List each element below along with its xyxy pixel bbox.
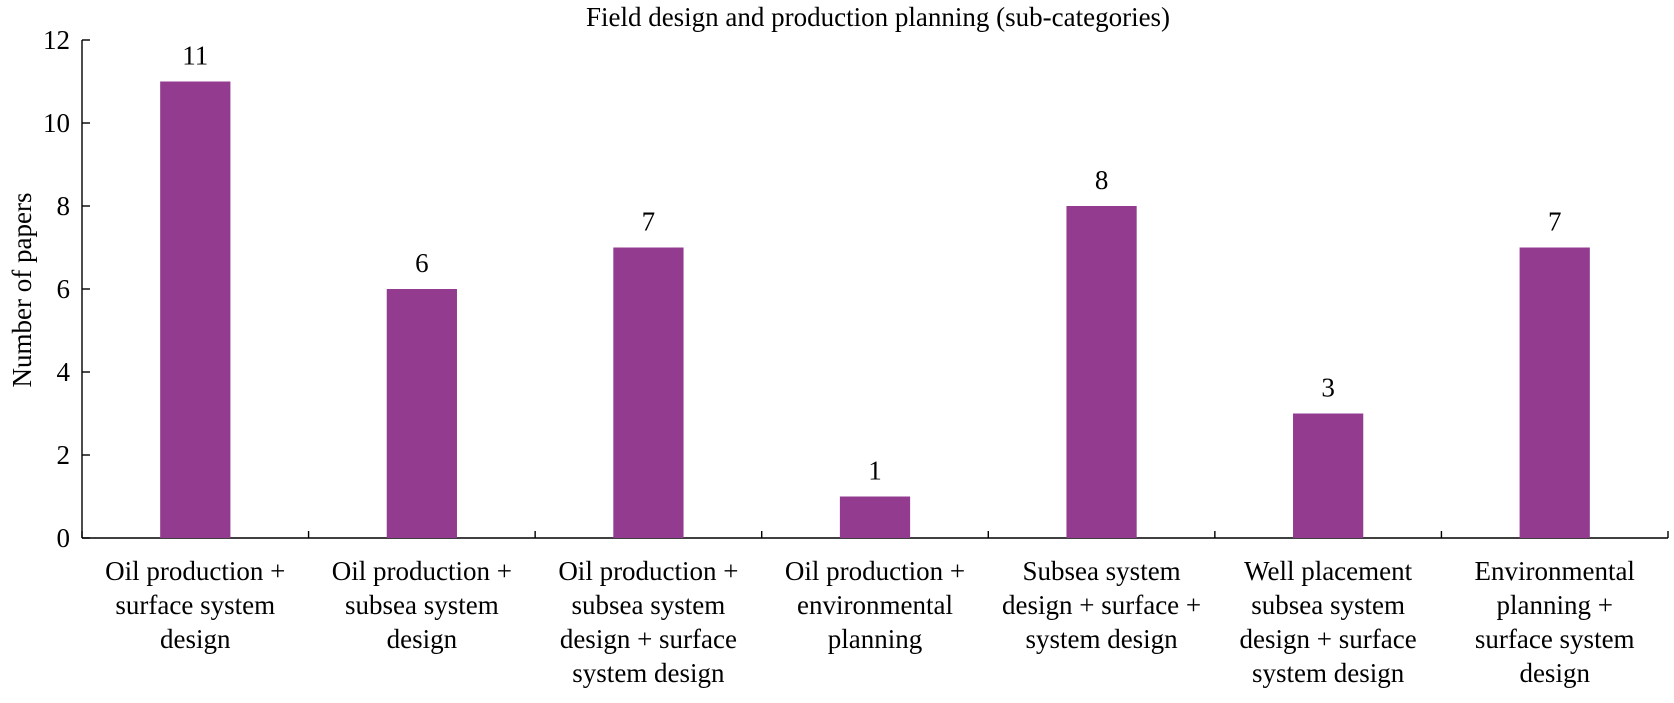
data-label: 3 <box>1321 373 1335 403</box>
bar <box>1519 247 1590 538</box>
x-tick-label: Oil production + subsea system design + su… <box>558 556 738 688</box>
x-tick-label: Environmental planning + surface system des… <box>1474 556 1634 688</box>
y-tick-label: 2 <box>57 440 71 470</box>
bar <box>1293 413 1364 538</box>
x-tick-label: Well placement subsea system design + surf… <box>1240 556 1417 688</box>
x-tick-label: Oil production + surface system design <box>105 556 285 654</box>
axes: 0 2 4 6 8 10 12 <box>43 25 1669 553</box>
data-label: 6 <box>415 248 429 278</box>
y-axis-label: Number of papers <box>7 193 37 388</box>
y-tick-label: 0 <box>57 523 71 553</box>
bar <box>613 247 684 538</box>
bar <box>1066 206 1137 538</box>
data-label: 8 <box>1095 165 1109 195</box>
y-tick-label: 6 <box>57 274 71 304</box>
bars: 11 6 7 1 8 3 7 <box>160 41 1590 538</box>
bar <box>160 81 231 538</box>
data-label: 7 <box>1548 207 1562 237</box>
y-tick-label: 12 <box>43 25 70 55</box>
data-label: 7 <box>642 207 656 237</box>
bar <box>386 289 457 538</box>
data-label: 11 <box>182 41 208 71</box>
x-tick-label: Oil production + subsea system design <box>332 556 512 654</box>
x-tick-label: Subsea system design + surface + system de… <box>1002 556 1201 654</box>
chart-title: Field design and production planning (su… <box>586 2 1170 32</box>
data-label: 1 <box>868 456 882 486</box>
y-tick-label: 4 <box>57 357 71 387</box>
x-tick-label: Oil production + environmental planning <box>785 556 965 654</box>
y-tick-label: 10 <box>43 108 70 138</box>
bar <box>839 496 911 538</box>
category-labels: Oil production + surface system design Oil … <box>105 556 1635 688</box>
y-tick-label: 8 <box>57 191 71 221</box>
